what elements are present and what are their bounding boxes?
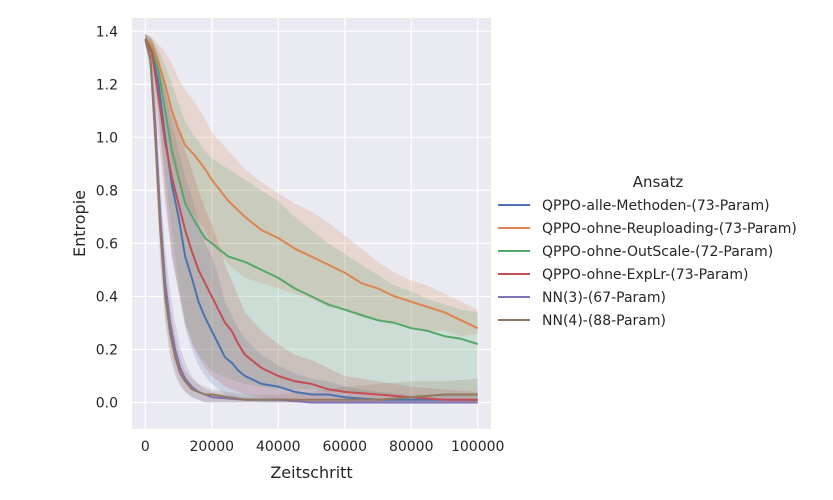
- legend-label-0: QPPO-alle-Methoden-(73-Param): [542, 198, 770, 214]
- x-tick-label: 20000: [190, 439, 235, 455]
- confidence-band-series-1: [145, 33, 478, 337]
- legend-title: Ansatz: [633, 173, 684, 191]
- legend-label-5: NN(4)-(88-Param): [542, 313, 666, 329]
- x-tick-labels: 0 20000 40000 60000 80000 100000: [141, 439, 505, 455]
- series-line-3: [144, 38, 478, 401]
- x-tick-label: 80000: [389, 439, 434, 455]
- series-line-1: [144, 38, 479, 330]
- legend-label-4: NN(3)-(67-Param): [542, 290, 666, 306]
- series-line-5: [144, 38, 478, 401]
- plot-background: [132, 18, 491, 429]
- y-tick-label: 0.6: [96, 236, 118, 252]
- y-tick-label: 1.0: [96, 130, 118, 146]
- y-tick-label: 1.2: [96, 77, 118, 93]
- y-tick-label: 1.4: [96, 24, 118, 40]
- x-axis-title: Zeitschritt: [270, 463, 352, 482]
- x-tick-label: 40000: [256, 439, 301, 455]
- confidence-band-series-0: [145, 33, 478, 403]
- x-tick-label: 100000: [451, 439, 504, 455]
- y-axis-title: Entropie: [70, 190, 89, 257]
- series-line-2: [144, 38, 479, 346]
- legend: Ansatz QPPO-alle-Methoden-(73-Param) QPPO…: [498, 173, 797, 329]
- x-tick-label: 0: [141, 439, 150, 455]
- series-line-0: [144, 38, 478, 401]
- x-tick-label: 60000: [322, 439, 367, 455]
- legend-label-2: QPPO-ohne-OutScale-(72-Param): [542, 244, 773, 260]
- y-tick-labels: 0.0 0.2 0.4 0.6 0.8 1.0 1.2 1.4: [96, 24, 118, 411]
- y-tick-label: 0.0: [96, 395, 118, 411]
- series-lines: [144, 38, 479, 404]
- y-tick-label: 0.2: [96, 342, 118, 358]
- confidence-band-series-3: [145, 33, 478, 403]
- y-tick-label: 0.8: [96, 183, 118, 199]
- legend-label-3: QPPO-ohne-ExpLr-(73-Param): [542, 267, 749, 283]
- grid: [132, 18, 491, 429]
- confidence-band-series-2: [145, 33, 478, 398]
- y-tick-label: 0.4: [96, 289, 118, 305]
- legend-label-1: QPPO-ohne-Reuploading-(73-Param): [542, 221, 797, 237]
